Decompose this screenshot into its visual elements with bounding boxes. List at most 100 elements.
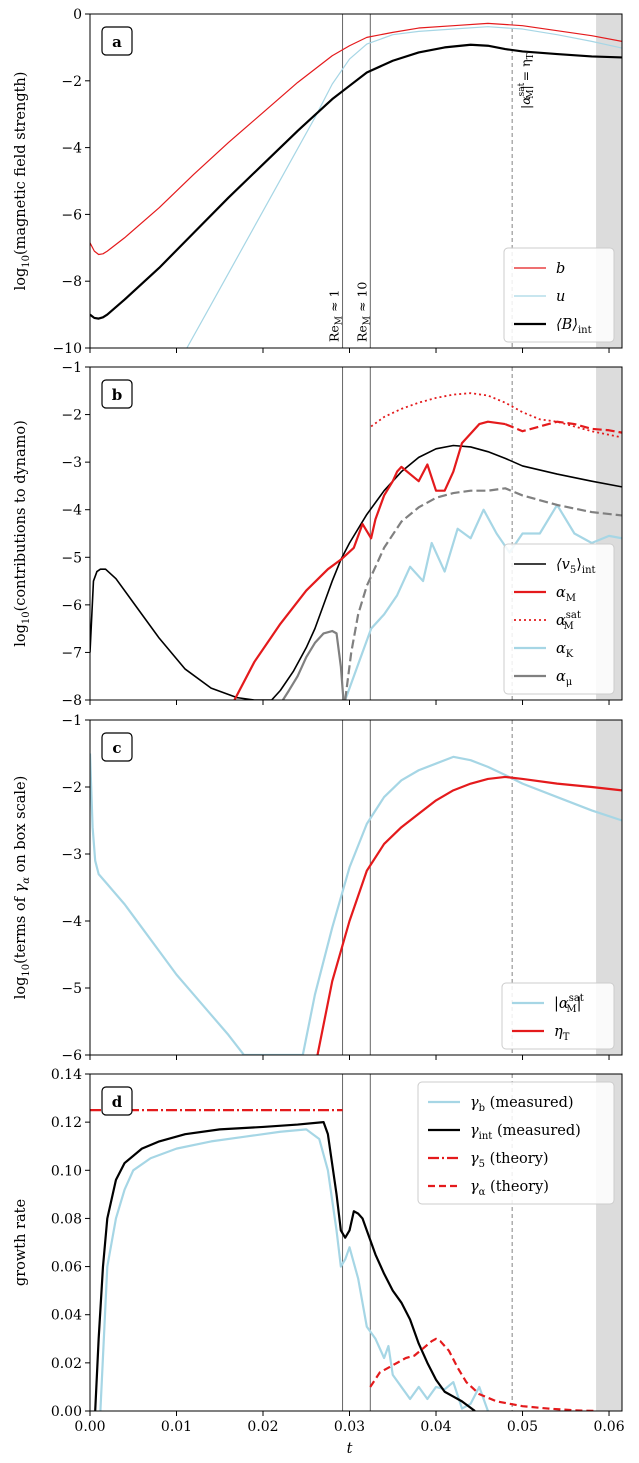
legend-sub: int [578, 325, 592, 336]
annot-alpha-eta-part: M [526, 90, 536, 99]
series-group [90, 1109, 597, 1411]
annot-rem-1-part: Re [327, 325, 342, 342]
panel-letter-box [101, 1086, 133, 1116]
legend-sub: K [566, 649, 574, 660]
annot-alpha-eta-part: T [526, 53, 536, 59]
ylabel-text: growth rate [13, 1199, 29, 1286]
y-tick-label: 0 [73, 7, 82, 23]
y-tick-label: −4 [61, 914, 82, 930]
legend-label: αK [556, 641, 574, 660]
panel-letter-box [101, 379, 133, 409]
legend-main: α [556, 669, 566, 685]
ylabel-log: log [13, 624, 29, 647]
series-line-b-6 [344, 487, 622, 700]
legend-main: γ [470, 1179, 479, 1195]
y-tick-label: −8 [61, 693, 82, 709]
x-tick-label: 0.06 [593, 1419, 624, 1435]
y-tick-label: −1 [61, 713, 82, 729]
y-tick-label: −2 [61, 780, 82, 796]
annot-rem-10-part: M [362, 316, 372, 325]
series-line-b-4 [344, 503, 622, 700]
legend-tail: (theory) [485, 1179, 549, 1195]
y-tick-label: 0.12 [51, 1115, 82, 1131]
annot-alpha-eta-part: | = η [518, 59, 533, 89]
axes-frame [89, 719, 623, 1056]
legend-main: |α [554, 996, 569, 1012]
legend-sub: 5 [479, 1159, 485, 1170]
y-tick-label: −6 [61, 207, 82, 223]
legend-sup: sat [569, 993, 584, 1004]
y-tick-label: 0.04 [51, 1308, 82, 1324]
panel-letter: c [112, 739, 121, 757]
legend-tail: (theory) [485, 1151, 549, 1167]
y-tick-label: 0.08 [51, 1211, 82, 1227]
axes-frame [89, 13, 623, 349]
legend-main: ⟨B⟩ [556, 317, 578, 333]
panel-letter: a [112, 33, 122, 51]
annot-rem-1: ReM ≈ 1 [327, 290, 345, 342]
legend-sub2: int [582, 565, 596, 576]
y-tick-label: −7 [61, 645, 82, 661]
panel-letter-box [101, 26, 133, 56]
legend-label: αμ [556, 669, 573, 688]
legend-sub: α [479, 1187, 486, 1198]
y-tick-label: −10 [52, 341, 82, 357]
ylabel-tail: on box scale) [13, 776, 29, 877]
ylabel-gamma: γ [13, 883, 29, 892]
legend-box [501, 982, 615, 1050]
legend-tail: ⟩ [576, 557, 582, 573]
legend-main: b [556, 261, 565, 277]
y-tick-label: −4 [61, 503, 82, 519]
y-tick-label: 0.14 [51, 1067, 82, 1083]
ylabel-log: log [13, 268, 29, 291]
legend-main: η [554, 1024, 563, 1040]
legend-label: γint (measured) [470, 1123, 581, 1142]
legend-tail: (measured) [492, 1123, 580, 1139]
legend-sub: T [563, 1032, 570, 1043]
legend-label: ⟨v5⟩int [556, 557, 596, 576]
ylabel-gamma-sub: α [21, 877, 32, 884]
x-tick-label: 0.01 [161, 1419, 192, 1435]
y-axis-label: log10(magnetic field strength) [13, 72, 32, 291]
legend-box [417, 1081, 615, 1205]
series-line-b-5 [281, 629, 345, 700]
ylabel-log: log [13, 977, 29, 1000]
legend-label: b [556, 261, 565, 277]
legend-sup: sat [566, 610, 581, 621]
ylabel-sub: 10 [21, 964, 32, 977]
y-axis-label: growth rate [13, 1199, 29, 1286]
legend-main: ⟨v [556, 557, 571, 573]
y-tick-label: −5 [61, 550, 82, 566]
legend-label: γ5 (theory) [470, 1151, 549, 1170]
series-line-a-0 [90, 22, 622, 256]
annot-alpha-eta-part: |α [518, 96, 533, 109]
x-axis: 0.00 0.01 0.02 0.03 0.04 0.05 0.06 t [74, 1419, 624, 1457]
series-line-b-0 [90, 444, 622, 700]
annot-rem-1-part: M [335, 316, 345, 325]
y-tick-label: 0.10 [51, 1163, 82, 1179]
series-line-b-1 [233, 420, 506, 700]
x-tick-label: 0.03 [334, 1419, 365, 1435]
y-tick-label: −6 [61, 1048, 82, 1064]
panel-c: −1 −2 −3 −4 −5 −6 log10(terms of γα on box sca… [13, 713, 623, 1064]
series-line-b-2 [370, 392, 622, 439]
y-axis-label: log10(contributions to dynamo) [13, 420, 32, 647]
annot-rem-10: ReM ≈ 10 [354, 282, 372, 342]
series-line-b-3 [504, 420, 622, 434]
series-line-d-0 [99, 1128, 489, 1411]
legend-main: γ [470, 1095, 479, 1111]
y-tick-label: −8 [61, 274, 82, 290]
y-tick-label: −3 [61, 455, 82, 471]
legend-sub: M [566, 1004, 576, 1015]
y-tick-label: −6 [61, 598, 82, 614]
legend-main: γ [470, 1151, 479, 1167]
ylabel-rest: (magnetic field strength) [13, 72, 29, 255]
series-line-a-1 [186, 26, 622, 348]
series-group [90, 22, 622, 348]
y-axis-label: log10(terms of γα on box scale) [13, 776, 32, 1000]
panel-letter-box [101, 732, 133, 762]
legend-main: α [556, 641, 566, 657]
y-tick-label: −2 [61, 74, 82, 90]
axes-frame [89, 366, 623, 701]
